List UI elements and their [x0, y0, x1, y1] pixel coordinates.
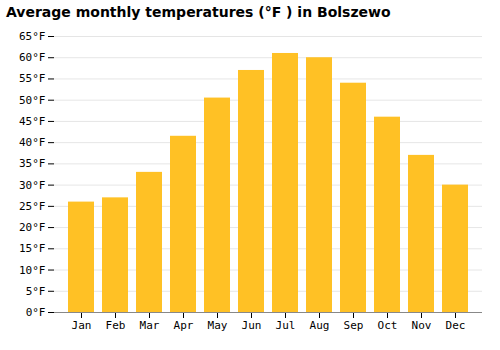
- svg-text:Aug: Aug: [310, 319, 330, 332]
- svg-text:30°F: 30°F: [19, 179, 46, 192]
- svg-text:45°F: 45°F: [19, 115, 46, 128]
- svg-text:35°F: 35°F: [19, 157, 46, 170]
- svg-text:Apr: Apr: [174, 319, 194, 332]
- svg-text:Jun: Jun: [242, 319, 262, 332]
- svg-text:Mar: Mar: [140, 319, 160, 332]
- html-text:Average monthly temperatures (: Average monthly temperatures (°F ) in Bo…: [6, 4, 391, 20]
- svg-text:Feb: Feb: [106, 319, 126, 332]
- svg-text:15°F: 15°F: [19, 242, 46, 255]
- svg-text:20°F: 20°F: [19, 221, 46, 234]
- svg-text:50°F: 50°F: [19, 94, 46, 107]
- svg-text:Jan: Jan: [72, 319, 92, 332]
- svg-text:65°F: 65°F: [19, 30, 46, 43]
- svg-text:Dec: Dec: [446, 319, 466, 332]
- svg-text:May: May: [208, 319, 228, 332]
- svg-text:60°F: 60°F: [19, 51, 46, 64]
- svg-text:55°F: 55°F: [19, 72, 46, 85]
- svg-text:Oct: Oct: [378, 319, 398, 332]
- svg-text:5°F: 5°F: [26, 285, 46, 298]
- svg-text:Nov: Nov: [412, 319, 432, 332]
- svg-text:25°F: 25°F: [19, 200, 46, 213]
- svg-text:Jul: Jul: [276, 319, 296, 332]
- svg-text:Sep: Sep: [344, 319, 364, 332]
- svg-text:0°F: 0°F: [26, 306, 46, 319]
- svg-text:10°F: 10°F: [19, 264, 46, 277]
- svg-text:40°F: 40°F: [19, 136, 46, 149]
